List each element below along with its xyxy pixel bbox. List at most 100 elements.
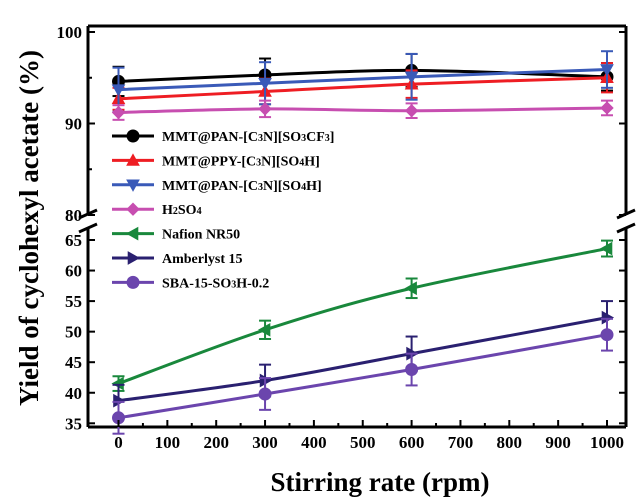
legend-swatch-marker <box>125 226 139 241</box>
legend-label: Nafion NR50 <box>162 228 240 243</box>
x-tick-label: 600 <box>399 433 425 452</box>
legend-label-part: Nafion NR50 <box>162 228 240 243</box>
legend-item: SBA-15-SO3H-0.2 <box>112 275 269 291</box>
legend-label: MMT@PAN-[C3N][SO4H] <box>162 179 322 194</box>
x-tick-label: 200 <box>203 433 229 452</box>
y-tick-label: 80 <box>65 206 82 225</box>
legend-label-part: 3 <box>258 133 263 144</box>
series-line <box>118 316 608 403</box>
legend-item: MMT@PPY-[C3N][SO4H] <box>112 153 320 169</box>
legend-label-part: H <box>162 203 173 218</box>
legend-item: Nafion NR50 <box>112 226 240 243</box>
legend-swatch-marker <box>127 251 141 265</box>
data-point <box>404 103 419 118</box>
y-tick-label: 45 <box>65 353 82 372</box>
legend-label-part: 3 <box>256 157 261 168</box>
legend-label-part: Amberlyst 15 <box>162 252 243 267</box>
y-tick-label: 90 <box>65 115 82 134</box>
legend-label-part: SO <box>178 203 197 218</box>
axis-ticks: 0 100 200 300 400 500 600 700 800 900 1000 80 90 100 3… <box>57 23 626 452</box>
data-point <box>600 64 614 77</box>
legend-label-part: MMT@PPY-[C <box>162 154 256 169</box>
x-tick-label: 1000 <box>590 433 624 452</box>
legend-label: MMT@PAN-[C3N][SO3CF3] <box>162 130 334 145</box>
x-tick-label: 400 <box>301 433 327 452</box>
y-tick-label: 60 <box>65 262 82 281</box>
data-point <box>111 84 126 97</box>
legend-label-part: 3 <box>325 133 330 144</box>
x-axis-title: Stirring rate (rpm) <box>271 467 490 497</box>
legend-swatch-marker <box>126 275 140 289</box>
series-6 <box>112 317 614 435</box>
legend-label: H2SO4 <box>162 203 202 218</box>
data-point <box>258 77 272 91</box>
series-group <box>111 50 615 435</box>
legend-label-part: N][SO <box>263 179 301 194</box>
legend-label-part: 4 <box>197 206 202 217</box>
data-point <box>111 105 126 120</box>
series-3 <box>111 99 614 121</box>
series-4 <box>111 239 613 392</box>
legend-label: MMT@PPY-[C3N][SO4H] <box>162 154 320 169</box>
legend: MMT@PAN-[C3N][SO3CF3]MMT@PPY-[C3N][SO4H]… <box>112 129 334 291</box>
data-point <box>405 363 419 377</box>
axis-break-mark <box>78 222 98 234</box>
y-tick-label: 55 <box>65 292 82 311</box>
legend-label-part: MMT@PAN-[C <box>162 179 258 194</box>
legend-label-part: H] <box>306 179 322 194</box>
x-tick-label: 700 <box>448 433 474 452</box>
legend-label-part: 4 <box>299 157 304 168</box>
x-tick-label: 900 <box>545 433 571 452</box>
data-point <box>404 71 419 84</box>
legend-label: Amberlyst 15 <box>162 252 243 267</box>
legend-item: MMT@PAN-[C3N][SO3CF3] <box>112 129 334 145</box>
y-tick-label: 100 <box>57 23 83 42</box>
legend-item: Amberlyst 15 <box>112 251 243 267</box>
legend-label-part: CF <box>306 130 325 145</box>
legend-label-part: 3 <box>258 182 263 193</box>
series-2 <box>111 50 614 113</box>
legend-label-part: H-0.2 <box>236 276 269 291</box>
x-tick-label: 100 <box>155 433 181 452</box>
axis-break-mark <box>616 222 636 234</box>
series-line <box>118 106 608 115</box>
legend-swatch-marker <box>126 129 140 143</box>
legend-label: SBA-15-SO3H-0.2 <box>162 276 269 291</box>
legend-label-part: 3 <box>231 279 236 290</box>
legend-swatch-marker <box>126 202 140 216</box>
legend-label-part: SBA-15-SO <box>162 276 231 291</box>
data-point <box>258 102 272 116</box>
x-tick-label: 0 <box>114 433 123 452</box>
series-0 <box>112 52 614 98</box>
legend-label-part: MMT@PAN-[C <box>162 130 258 145</box>
legend-label-part: ] <box>330 130 335 145</box>
data-point <box>404 281 417 296</box>
legend-label-part: H] <box>304 154 320 169</box>
y-tick-label: 35 <box>65 414 82 433</box>
series-line <box>118 68 608 92</box>
series-line <box>118 333 608 420</box>
legend-item: H2SO4 <box>112 202 202 218</box>
legend-swatch-marker <box>126 179 140 192</box>
y-tick-label: 65 <box>65 231 82 250</box>
series-line <box>117 247 608 385</box>
legend-label-part: 3 <box>301 133 306 144</box>
y-axis-title: Yield of cyclohexyl acetate (%) <box>14 50 44 406</box>
x-tick-label: 500 <box>350 433 376 452</box>
y-tick-label: 40 <box>65 384 82 403</box>
x-tick-label: 300 <box>252 433 278 452</box>
data-point <box>258 387 272 401</box>
data-point <box>600 101 614 115</box>
data-point <box>258 322 271 337</box>
legend-label-part: 4 <box>301 182 306 193</box>
data-point <box>600 328 614 342</box>
series-line <box>118 76 608 101</box>
legend-label-part: N][SO <box>261 154 299 169</box>
data-point <box>599 241 613 256</box>
legend-label-part: N][SO <box>263 130 301 145</box>
y-tick-label: 50 <box>65 323 82 342</box>
x-tick-label: 800 <box>497 433 523 452</box>
legend-item: MMT@PAN-[C3N][SO4H] <box>112 179 322 194</box>
legend-swatch-marker <box>126 153 140 166</box>
